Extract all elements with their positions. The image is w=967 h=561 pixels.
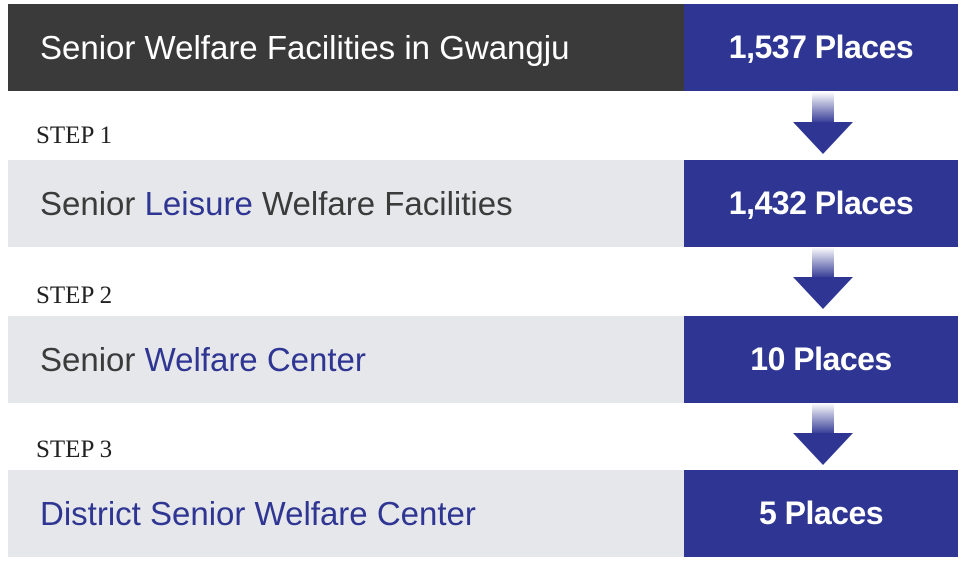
step-1-label: Senior Leisure Welfare Facilities — [8, 160, 684, 247]
arrow-down-icon — [793, 403, 853, 465]
step-2-row: Senior Welfare Center 10 Places — [8, 316, 958, 403]
step-2-label-highlight: Welfare Center — [144, 340, 366, 378]
arrow-down-icon — [793, 92, 853, 154]
step-2-label: Senior Welfare Center — [8, 316, 684, 403]
step-2-value: 10 Places — [684, 316, 958, 403]
step-1-caption: STEP 1 — [36, 122, 113, 149]
step-1-label-highlight: Leisure — [144, 184, 253, 222]
step-1-value: 1,432 Places — [684, 160, 958, 247]
step-1-label-prefix: Senior — [40, 184, 145, 222]
total-facilities-label: Senior Welfare Facilities in Gwangju — [8, 4, 684, 91]
step-3-label: District Senior Welfare Center — [8, 470, 684, 557]
step-2-caption: STEP 2 — [36, 282, 113, 309]
arrow-down-icon — [793, 247, 853, 309]
step-3-caption: STEP 3 — [36, 436, 113, 463]
step-3-label-highlight: District Senior Welfare Center — [40, 494, 476, 532]
step-2-label-prefix: Senior — [40, 340, 145, 378]
total-facilities-value: 1,537 Places — [684, 4, 958, 91]
step-1-label-suffix: Welfare Facilities — [252, 184, 513, 222]
step-3-value: 5 Places — [684, 470, 958, 557]
total-facilities-row: Senior Welfare Facilities in Gwangju 1,5… — [8, 4, 958, 91]
step-3-row: District Senior Welfare Center 5 Places — [8, 470, 958, 557]
step-1-row: Senior Leisure Welfare Facilities 1,432 … — [8, 160, 958, 247]
